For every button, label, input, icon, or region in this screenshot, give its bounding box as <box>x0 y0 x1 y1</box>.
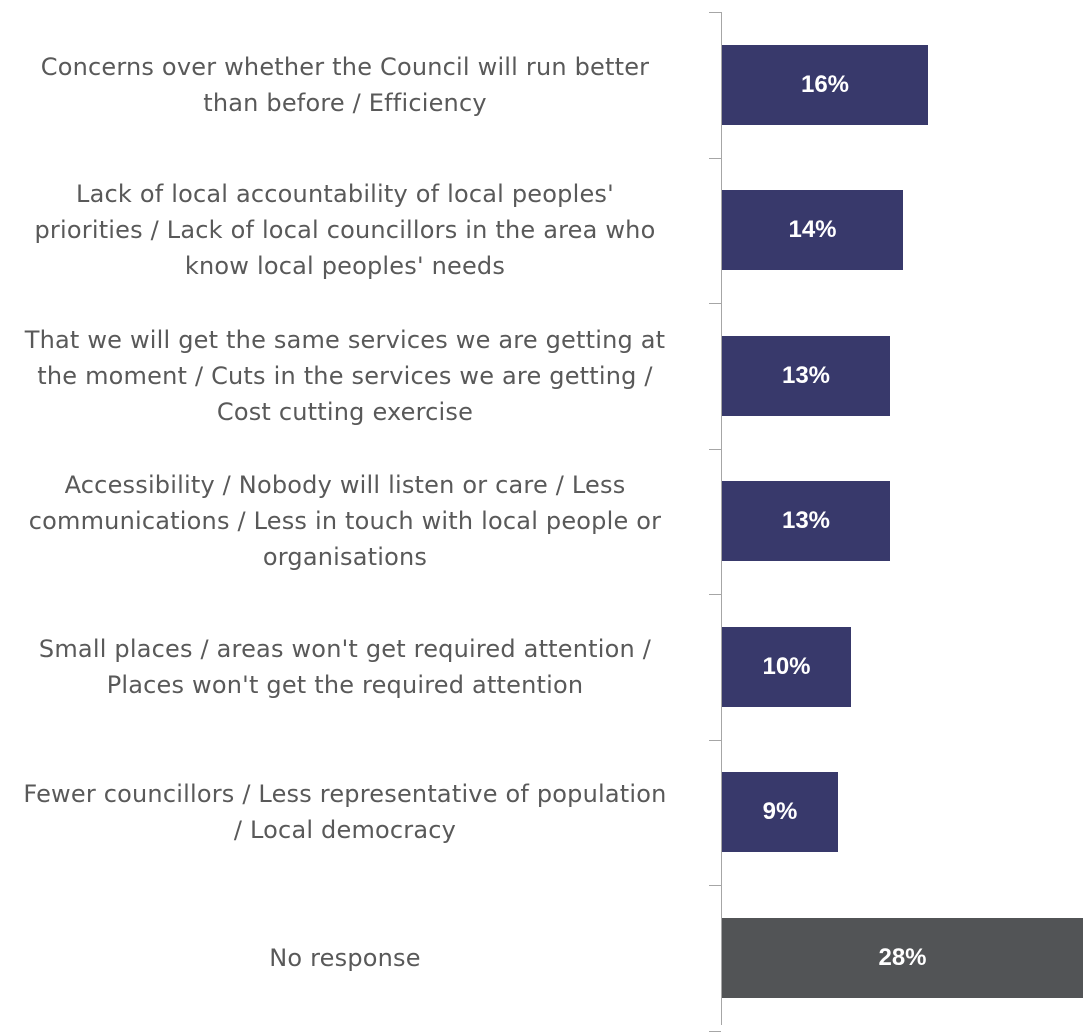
bar-value-label: 9% <box>762 798 798 825</box>
bar <box>722 918 1083 998</box>
category-label-line: the moment / Cuts in the services we are… <box>37 362 653 390</box>
axis-tick <box>709 303 721 304</box>
axis-tick <box>709 740 721 741</box>
bar-value-label: 16% <box>800 71 850 98</box>
category-label: Fewer councillors / Less representative … <box>0 776 690 848</box>
bar <box>722 772 838 852</box>
axis-tick <box>709 449 721 450</box>
bar-value-label: 13% <box>781 507 831 534</box>
axis-tick <box>709 594 721 595</box>
category-label-line: That we will get the same services we ar… <box>24 326 666 354</box>
category-label-line: communications / Less in touch with loca… <box>28 507 662 535</box>
bar <box>722 45 928 125</box>
category-label: Concerns over whether the Council will r… <box>0 49 690 121</box>
category-label: Lack of local accountability of local pe… <box>0 176 690 284</box>
category-label-line: Places won't get the required attention <box>106 671 584 699</box>
category-label-line: Small places / areas won't get required … <box>38 635 652 663</box>
bar <box>722 190 903 270</box>
bar <box>722 627 851 707</box>
category-label-line: know local peoples' needs <box>184 252 506 280</box>
axis-tick <box>709 885 721 886</box>
bar-value-label: 13% <box>781 362 831 389</box>
bar-value-label: 14% <box>788 216 837 243</box>
bar-value-label: 10% <box>762 653 811 680</box>
category-label: Small places / areas won't get required … <box>0 631 690 703</box>
category-label-line: organisations <box>262 543 428 571</box>
category-label-line: Lack of local accountability of local pe… <box>76 180 614 208</box>
category-label-line: Accessibility / Nobody will listen or ca… <box>64 471 626 499</box>
bar <box>722 336 890 416</box>
category-label-line: Cost cutting exercise <box>216 398 474 426</box>
bar-value-label: 28% <box>878 944 927 971</box>
category-axis-line <box>721 12 722 1025</box>
category-label-line: No response <box>269 944 421 972</box>
category-label: Accessibility / Nobody will listen or ca… <box>0 467 690 575</box>
category-label-line: priorities / Lack of local councillors i… <box>34 216 656 244</box>
bar <box>722 481 890 561</box>
category-label: No response <box>0 940 690 976</box>
category-label-line: Fewer councillors / Less representative … <box>23 780 667 808</box>
category-label: That we will get the same services we ar… <box>0 322 690 430</box>
axis-tick <box>709 12 721 13</box>
category-label-line: Concerns over whether the Council will r… <box>40 53 650 81</box>
category-label-line: / Local democracy <box>233 816 457 844</box>
axis-tick <box>709 158 721 159</box>
category-label-line: than before / Efficiency <box>203 89 487 117</box>
